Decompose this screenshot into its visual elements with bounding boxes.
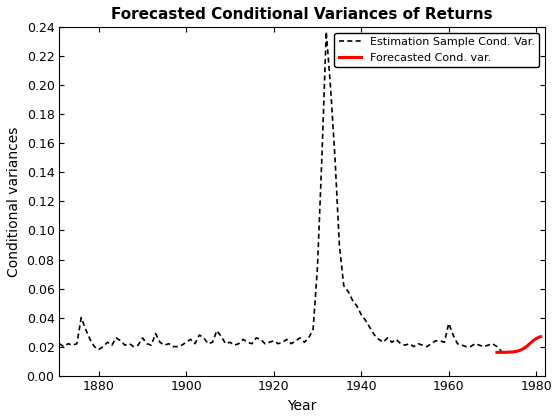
Estimation Sample Cond. Var. (56, 341, 63, 346)
Estimation Sample Cond. Var. (152, 331, 159, 336)
Forecasted Cond. var. (497, 350, 504, 355)
Forecasted Cond. var. (502, 350, 509, 355)
Forecasted Cond. var. (515, 348, 522, 353)
Forecasted Cond. var. (512, 349, 519, 354)
Forecasted Cond. var. (496, 350, 503, 355)
Forecasted Cond. var. (501, 350, 507, 355)
Forecasted Cond. var. (502, 350, 508, 355)
Forecasted Cond. var. (505, 350, 512, 355)
Forecasted Cond. var. (535, 335, 542, 340)
Estimation Sample Cond. Var. (498, 349, 505, 354)
Forecasted Cond. var. (507, 349, 514, 354)
Forecasted Cond. var. (508, 349, 515, 354)
Forecasted Cond. var. (504, 350, 511, 355)
Forecasted Cond. var. (536, 334, 543, 339)
Forecasted Cond. var. (519, 347, 525, 352)
Forecasted Cond. var. (498, 350, 505, 355)
Forecasted Cond. var. (513, 349, 520, 354)
Forecasted Cond. var. (533, 336, 539, 341)
Forecasted Cond. var. (531, 337, 538, 342)
Forecasted Cond. var. (529, 339, 536, 344)
Y-axis label: Conditional variances: Conditional variances (7, 126, 21, 277)
Forecasted Cond. var. (511, 349, 517, 354)
Forecasted Cond. var. (520, 346, 527, 351)
Estimation Sample Cond. Var. (323, 29, 330, 34)
Forecasted Cond. var. (528, 340, 534, 345)
X-axis label: Year: Year (287, 399, 317, 413)
Estimation Sample Cond. Var. (257, 337, 264, 342)
Forecasted Cond. var. (493, 350, 500, 355)
Forecasted Cond. var. (521, 345, 528, 350)
Forecasted Cond. var. (535, 335, 542, 340)
Forecasted Cond. var. (522, 345, 529, 350)
Forecasted Cond. var. (532, 337, 539, 342)
Forecasted Cond. var. (499, 350, 506, 355)
Forecasted Cond. var. (526, 342, 533, 347)
Forecasted Cond. var. (523, 344, 530, 349)
Forecasted Cond. var. (526, 341, 533, 346)
Forecasted Cond. var. (537, 334, 544, 339)
Estimation Sample Cond. Var. (406, 341, 413, 346)
Forecasted Cond. var. (517, 348, 524, 353)
Forecasted Cond. var. (516, 348, 522, 353)
Forecasted Cond. var. (511, 349, 518, 354)
Forecasted Cond. var. (528, 339, 535, 344)
Forecasted Cond. var. (520, 346, 526, 352)
Estimation Sample Cond. Var. (441, 340, 448, 345)
Forecasted Cond. var. (506, 349, 513, 354)
Legend: Estimation Sample Cond. Var., Forecasted Cond. var.: Estimation Sample Cond. Var., Forecasted… (334, 33, 539, 67)
Line: Estimation Sample Cond. Var.: Estimation Sample Cond. Var. (59, 32, 501, 351)
Forecasted Cond. var. (500, 350, 506, 355)
Forecasted Cond. var. (530, 338, 537, 343)
Forecasted Cond. var. (524, 343, 530, 348)
Forecasted Cond. var. (495, 350, 502, 355)
Line: Forecasted Cond. var.: Forecasted Cond. var. (497, 337, 540, 352)
Forecasted Cond. var. (508, 349, 515, 354)
Forecasted Cond. var. (534, 336, 540, 341)
Forecasted Cond. var. (514, 349, 521, 354)
Forecasted Cond. var. (494, 350, 501, 355)
Estimation Sample Cond. Var. (139, 336, 146, 341)
Forecasted Cond. var. (510, 349, 516, 354)
Forecasted Cond. var. (525, 343, 531, 348)
Forecasted Cond. var. (503, 350, 510, 355)
Title: Forecasted Conditional Variances of Returns: Forecasted Conditional Variances of Retu… (111, 7, 493, 22)
Forecasted Cond. var. (517, 347, 524, 352)
Estimation Sample Cond. Var. (371, 333, 378, 338)
